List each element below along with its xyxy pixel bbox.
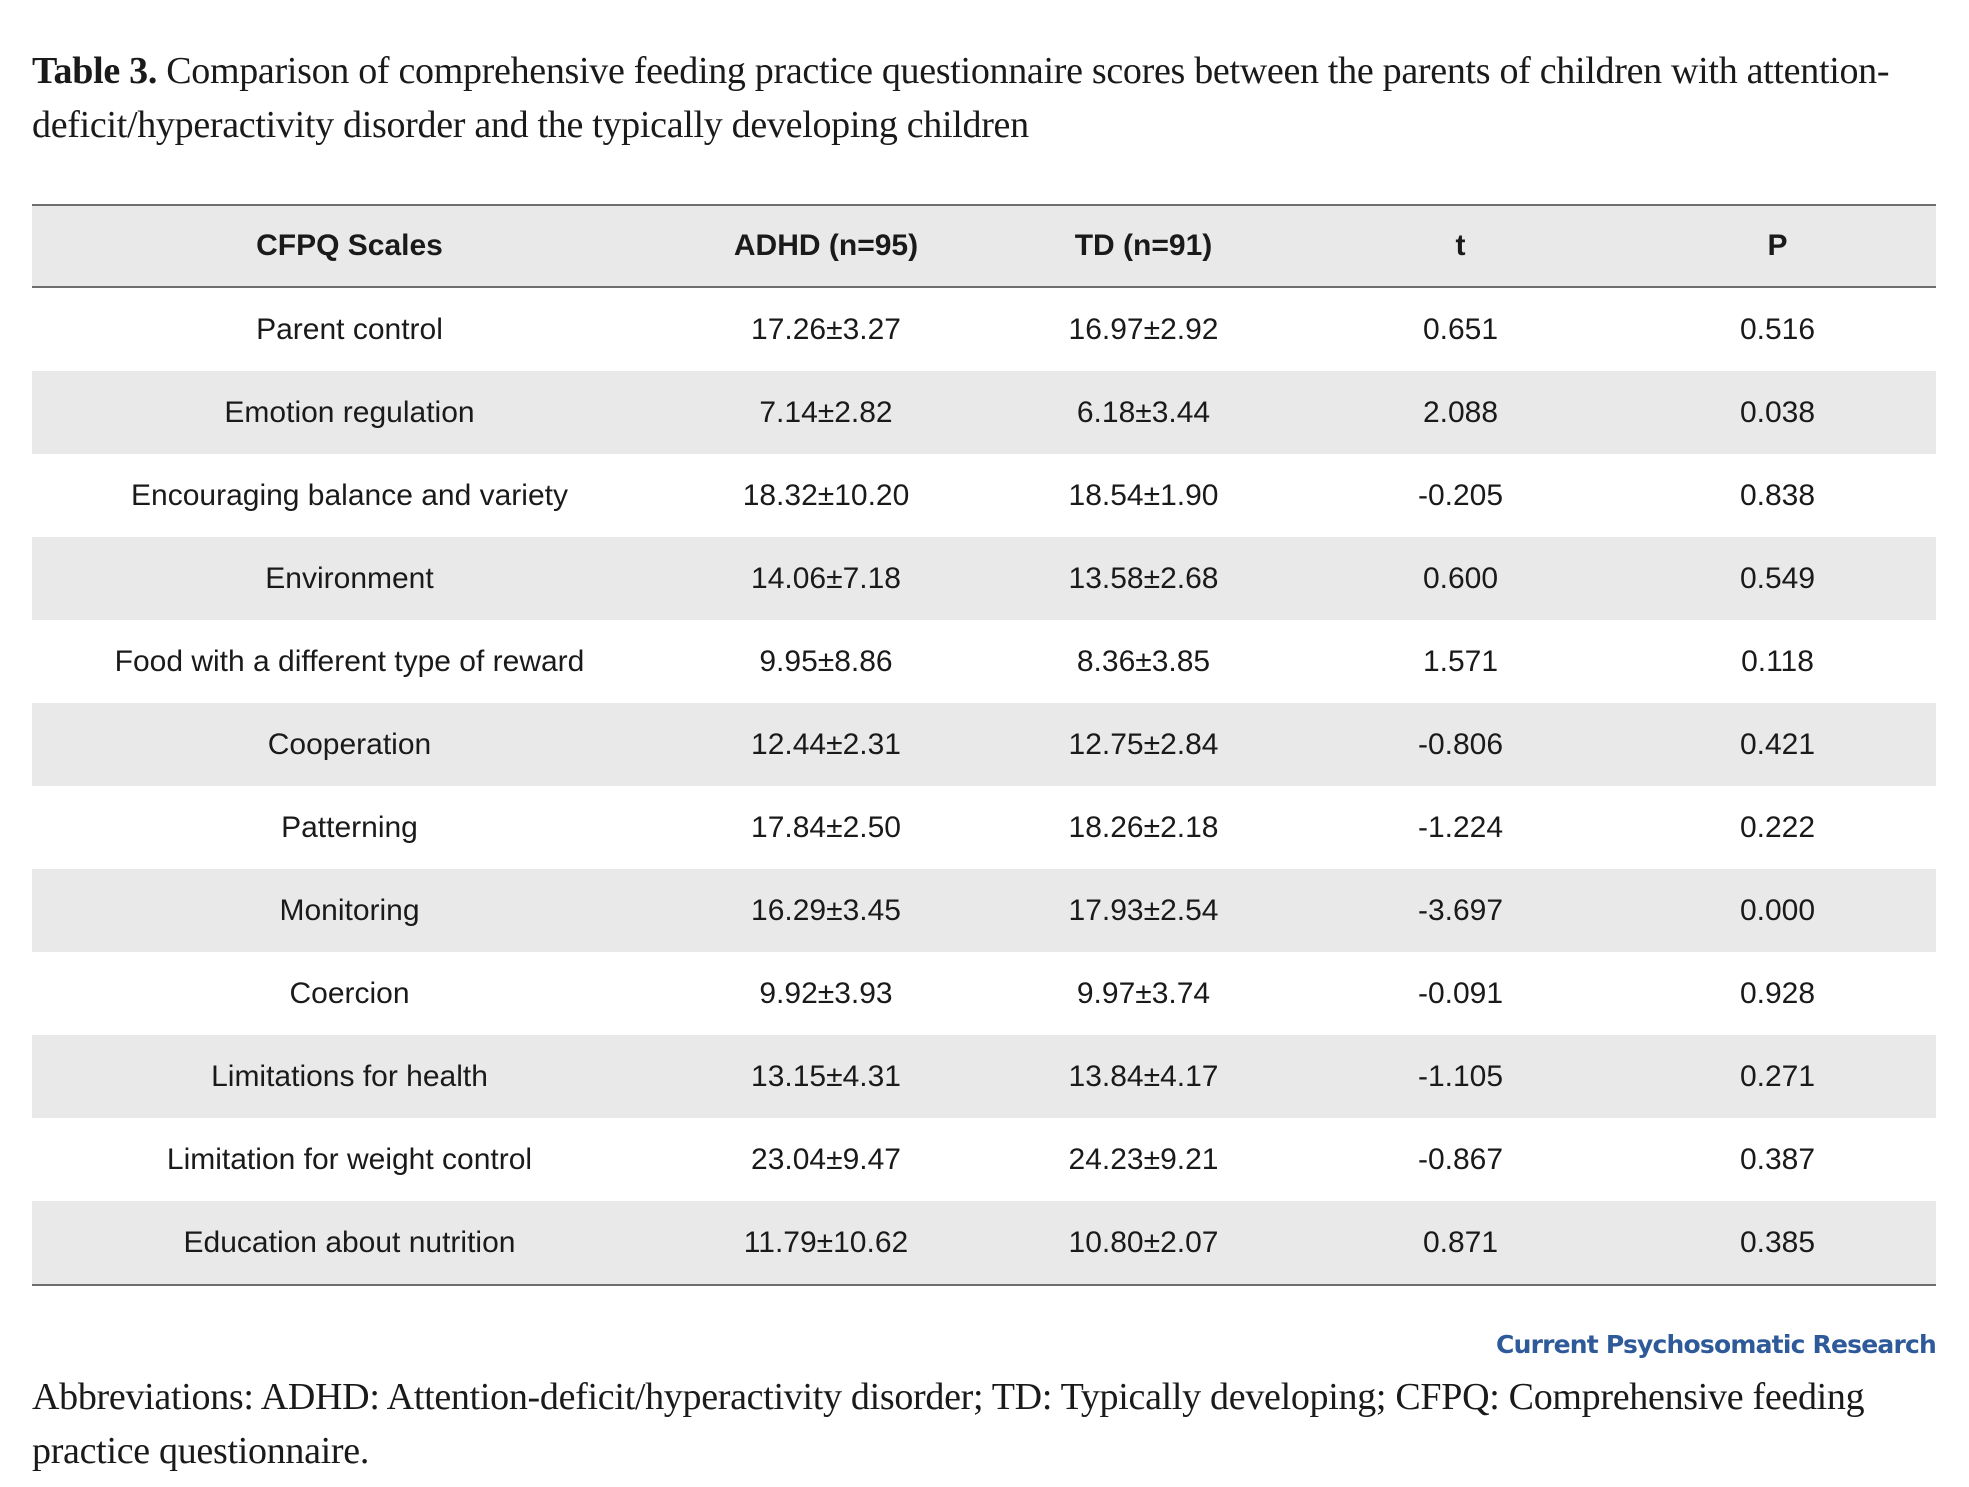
cell-p: 0.549 <box>1619 537 1936 620</box>
table-row: Cooperation 12.44±2.31 12.75±2.84 -0.806… <box>32 703 1936 786</box>
cell-p: 0.038 <box>1619 371 1936 454</box>
cell-p: 0.928 <box>1739 976 1816 1010</box>
table-row: Limitations for health 13.15±4.31 13.84±… <box>32 1035 1936 1118</box>
cell-scale: Monitoring <box>32 869 667 952</box>
cell-scale: Limitation for weight control <box>166 1142 533 1176</box>
cell-scale: Emotion regulation <box>32 371 667 454</box>
cell-td: 18.26±2.18 <box>1068 810 1219 844</box>
cell-scale: Coercion <box>289 976 410 1010</box>
cell-p: 0.222 <box>1739 810 1816 844</box>
cell-td: 13.58±2.68 <box>985 537 1302 620</box>
cell-t: -3.697 <box>1302 869 1619 952</box>
cell-t: 0.871 <box>1302 1201 1619 1285</box>
cell-t: 2.088 <box>1302 371 1619 454</box>
table-row: Environment 14.06±7.18 13.58±2.68 0.600 … <box>32 537 1936 620</box>
cell-t: -0.091 <box>1417 976 1504 1010</box>
table-row: Limitation for weight control 23.04±9.47… <box>32 1118 1936 1201</box>
table-row: Monitoring 16.29±3.45 17.93±2.54 -3.697 … <box>32 869 1936 952</box>
cell-td: 9.97±3.74 <box>1076 976 1211 1010</box>
table-body: Parent control 17.26±3.27 16.97±2.92 0.6… <box>32 287 1936 1285</box>
cell-t: 0.600 <box>1302 537 1619 620</box>
cell-scale: Environment <box>32 537 667 620</box>
cell-scale: Education about nutrition <box>32 1201 667 1285</box>
cell-t: -0.205 <box>1417 478 1504 512</box>
cell-adhd: 7.14±2.82 <box>667 371 985 454</box>
cell-scale: Encouraging balance and variety <box>131 478 568 512</box>
cell-adhd: 17.26±3.27 <box>751 312 901 346</box>
cell-adhd: 13.15±4.31 <box>667 1035 985 1118</box>
cell-t: -1.105 <box>1302 1035 1619 1118</box>
cell-t: 1.571 <box>1422 644 1499 678</box>
table-row: Food with a different type of reward 9.9… <box>32 620 1936 703</box>
cell-p: 0.838 <box>1739 478 1816 512</box>
header-td: TD (n=91) <box>985 205 1302 288</box>
cell-adhd: 18.32±10.20 <box>742 478 910 512</box>
header-cfpq-scales: CFPQ Scales <box>32 205 667 288</box>
abbreviations-footnote: Abbreviations: ADHD: Attention-deficit/h… <box>32 1376 1865 1472</box>
header-p: P <box>1619 205 1936 288</box>
cell-scale: Parent control <box>256 312 443 346</box>
cell-t: 0.651 <box>1422 312 1499 346</box>
table-row: Patterning 17.84±2.50 18.26±2.18 -1.224 … <box>32 786 1936 869</box>
cell-p: 0.385 <box>1619 1201 1936 1285</box>
table-caption: Table 3. Comparison of comprehensive fee… <box>32 44 1936 152</box>
header-adhd: ADHD (n=95) <box>667 205 985 288</box>
cell-td: 16.97±2.92 <box>1068 312 1219 346</box>
cell-adhd: 16.29±3.45 <box>667 869 985 952</box>
cell-p: 0.271 <box>1619 1035 1936 1118</box>
caption-label: Table 3. <box>32 50 158 92</box>
cell-td: 17.93±2.54 <box>985 869 1302 952</box>
caption-text: Comparison of comprehensive feeding prac… <box>32 50 1890 146</box>
cell-td: 12.75±2.84 <box>985 703 1302 786</box>
cell-adhd: 17.84±2.50 <box>751 810 901 844</box>
journal-brand: Current Psychosomatic Research <box>1496 1330 1937 1359</box>
table-row: Parent control 17.26±3.27 16.97±2.92 0.6… <box>32 287 1936 371</box>
cell-scale: Limitations for health <box>32 1035 667 1118</box>
cell-p: 0.118 <box>1741 644 1814 678</box>
cell-adhd: 9.92±3.93 <box>759 976 893 1010</box>
cell-adhd: 23.04±9.47 <box>751 1142 901 1176</box>
table-row: Education about nutrition 11.79±10.62 10… <box>32 1201 1936 1285</box>
document-page: Table 3. Comparison of comprehensive fee… <box>32 0 1937 1478</box>
table-row: Encouraging balance and variety 18.32±10… <box>32 454 1936 537</box>
cell-p: 0.516 <box>1739 312 1816 346</box>
cfpq-comparison-table: CFPQ Scales ADHD (n=95) TD (n=91) t P Pa… <box>32 204 1936 1286</box>
cell-adhd: 11.79±10.62 <box>667 1201 985 1285</box>
cell-adhd: 12.44±2.31 <box>667 703 985 786</box>
table-row: Emotion regulation 7.14±2.82 6.18±3.44 2… <box>32 371 1936 454</box>
cell-p: 0.387 <box>1739 1142 1816 1176</box>
cell-t: -0.867 <box>1417 1142 1504 1176</box>
cell-scale: Patterning <box>281 810 418 844</box>
table-row: Coercion 9.92±3.93 9.97±3.74 -0.091 0.92… <box>32 952 1936 1035</box>
cell-td: 10.80±2.07 <box>985 1201 1302 1285</box>
cell-td: 24.23±9.21 <box>1068 1142 1219 1176</box>
cell-scale: Cooperation <box>32 703 667 786</box>
cell-td: 6.18±3.44 <box>985 371 1302 454</box>
cell-adhd: 9.95±8.86 <box>759 644 893 678</box>
cell-p: 0.000 <box>1619 869 1936 952</box>
header-t: t <box>1302 205 1619 288</box>
cell-t: -1.224 <box>1417 810 1504 844</box>
cell-td: 18.54±1.90 <box>1068 478 1219 512</box>
cell-adhd: 14.06±7.18 <box>667 537 985 620</box>
cell-scale: Food with a different type of reward <box>114 644 585 678</box>
cell-td: 13.84±4.17 <box>985 1035 1302 1118</box>
cell-p: 0.421 <box>1619 703 1936 786</box>
cell-td: 8.36±3.85 <box>1076 644 1211 678</box>
table-header-row: CFPQ Scales ADHD (n=95) TD (n=91) t P <box>32 205 1936 288</box>
cell-t: -0.806 <box>1302 703 1619 786</box>
